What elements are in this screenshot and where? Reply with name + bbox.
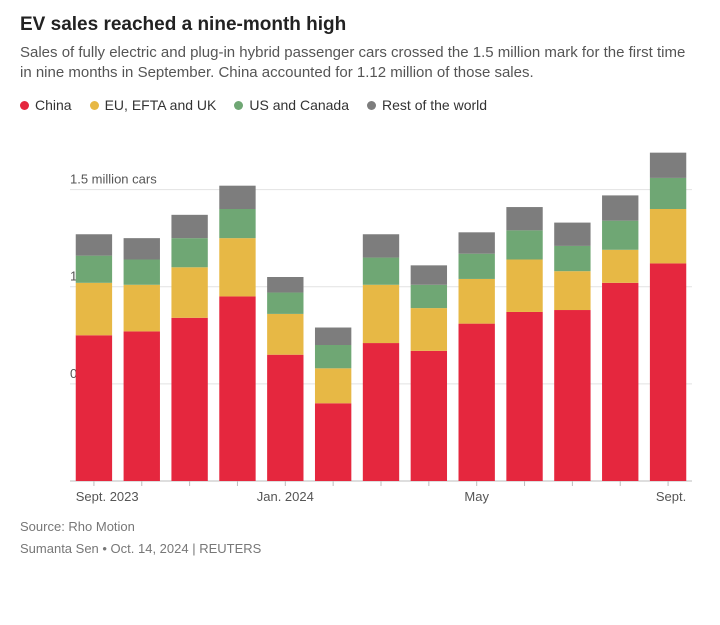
footer: Source: Rho Motion Sumanta Sen • Oct. 14… <box>20 517 700 558</box>
bar-segment-rest <box>219 186 255 209</box>
bar-segment-us <box>219 209 255 238</box>
bar-segment-eu <box>267 314 303 355</box>
bar-segment-china <box>124 332 160 482</box>
x-axis-label: Sept. <box>656 489 686 504</box>
y-axis-label: 1.5 million cars <box>70 172 157 187</box>
bar-segment-rest <box>554 223 590 246</box>
bar-segment-eu <box>506 260 542 312</box>
bar-segment-us <box>76 256 112 283</box>
bar-segment-us <box>459 254 495 279</box>
legend-dot-icon <box>367 101 376 110</box>
bar-segment-us <box>267 293 303 314</box>
bar-segment-rest <box>76 235 112 256</box>
bar-segment-rest <box>315 328 351 345</box>
legend-label: US and Canada <box>249 97 349 113</box>
chart-area: 0.51.01.5 million carsSept. 2023Jan. 202… <box>20 121 700 511</box>
bar-segment-rest <box>411 266 447 285</box>
bar-segment-china <box>76 336 112 482</box>
bar-segment-us <box>506 231 542 260</box>
legend-label: China <box>35 97 72 113</box>
chart-subtitle: Sales of fully electric and plug-in hybr… <box>20 43 700 84</box>
bar-segment-eu <box>554 271 590 310</box>
bar-segment-rest <box>459 233 495 254</box>
bar-segment-eu <box>76 283 112 335</box>
bar-segment-eu <box>219 238 255 296</box>
legend: China EU, EFTA and UK US and Canada Rest of… <box>20 97 700 113</box>
bar-segment-china <box>267 355 303 481</box>
bar-segment-us <box>315 345 351 368</box>
legend-dot-icon <box>20 101 29 110</box>
legend-item: Rest of the world <box>367 97 487 113</box>
bar-segment-us <box>171 238 207 267</box>
bar-segment-china <box>506 312 542 481</box>
bar-segment-eu <box>602 250 638 283</box>
bar-segment-china <box>602 283 638 481</box>
bar-segment-eu <box>459 279 495 324</box>
bar-segment-eu <box>411 308 447 351</box>
bar-segment-rest <box>506 207 542 230</box>
legend-item: China <box>20 97 72 113</box>
bar-segment-rest <box>602 196 638 221</box>
bar-segment-rest <box>363 235 399 258</box>
bar-segment-china <box>554 310 590 481</box>
bar-segment-china <box>315 404 351 482</box>
bar-segment-eu <box>315 369 351 404</box>
bar-segment-us <box>363 258 399 285</box>
x-axis-label: May <box>464 489 489 504</box>
legend-dot-icon <box>234 101 243 110</box>
bar-segment-china <box>219 297 255 482</box>
legend-dot-icon <box>90 101 99 110</box>
bar-segment-china <box>171 318 207 481</box>
x-axis-label: Jan. 2024 <box>257 489 314 504</box>
byline: Sumanta Sen • Oct. 14, 2024 | REUTERS <box>20 539 700 559</box>
legend-item: EU, EFTA and UK <box>90 97 217 113</box>
bar-segment-rest <box>650 153 686 178</box>
chart-container: EV sales reached a nine-month high Sales… <box>0 0 720 625</box>
bar-segment-us <box>124 260 160 285</box>
legend-item: US and Canada <box>234 97 349 113</box>
x-axis-label: Sept. 2023 <box>76 489 139 504</box>
bar-segment-us <box>650 178 686 209</box>
bar-segment-eu <box>171 268 207 319</box>
legend-label: EU, EFTA and UK <box>105 97 217 113</box>
bar-segment-us <box>554 246 590 271</box>
bar-segment-rest <box>124 238 160 259</box>
stacked-bar-chart: 0.51.01.5 million carsSept. 2023Jan. 202… <box>20 121 700 511</box>
source-line: Source: Rho Motion <box>20 517 700 537</box>
bar-segment-rest <box>171 215 207 238</box>
chart-title: EV sales reached a nine-month high <box>20 14 700 37</box>
bar-segment-china <box>363 343 399 481</box>
bar-segment-eu <box>363 285 399 343</box>
bar-segment-china <box>650 264 686 482</box>
bar-segment-eu <box>124 285 160 332</box>
bar-segment-us <box>602 221 638 250</box>
bar-segment-eu <box>650 209 686 263</box>
bar-segment-us <box>411 285 447 308</box>
bar-segment-china <box>411 351 447 481</box>
bar-segment-rest <box>267 277 303 293</box>
bar-segment-china <box>459 324 495 481</box>
legend-label: Rest of the world <box>382 97 487 113</box>
